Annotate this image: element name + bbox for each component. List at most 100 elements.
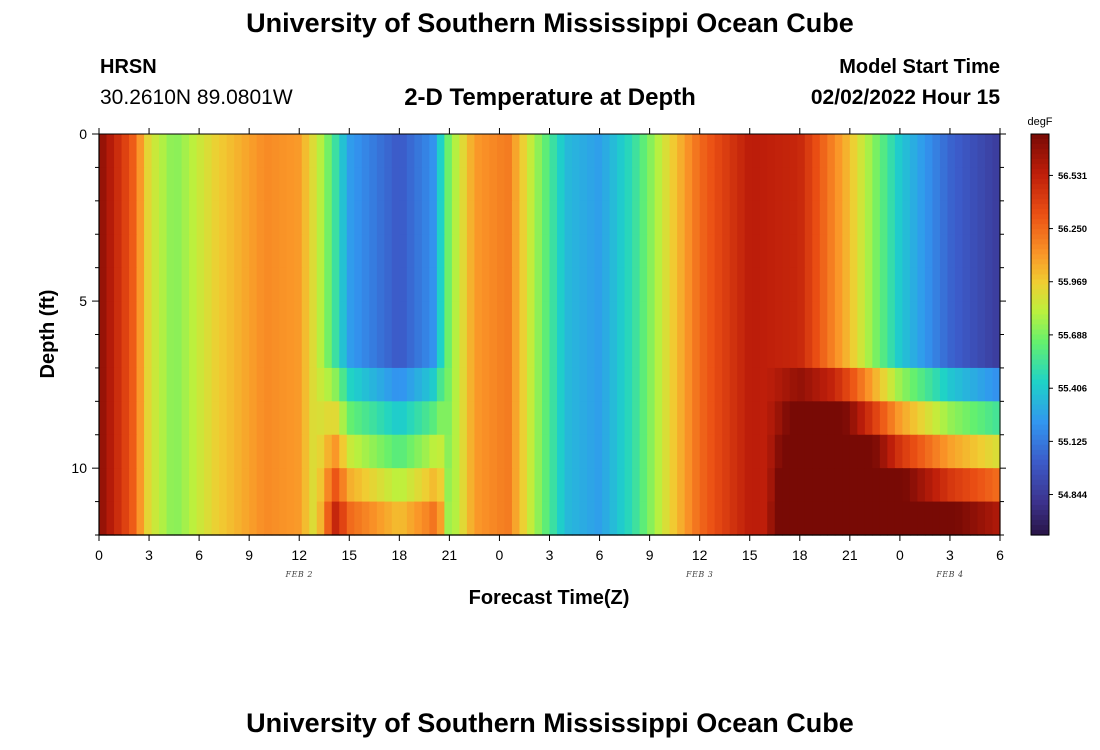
heatmap-cell [692,434,701,469]
heatmap-cell [519,468,528,503]
heatmap-cell [632,267,641,302]
heatmap-cell [361,301,370,336]
heatmap-cell [331,301,340,336]
heatmap-cell [256,267,265,302]
heatmap-cell [114,501,123,536]
heatmap-cell [759,434,768,469]
heatmap-cell [481,167,491,202]
heatmap-cell [519,301,528,336]
heatmap-cell [241,167,250,202]
heatmap-cell [174,367,183,402]
heatmap-cell [654,334,663,369]
heatmap-cell [136,234,145,269]
heatmap-cell [444,134,453,169]
heatmap-cell [699,301,708,336]
heatmap-cell [526,501,536,536]
heatmap-cell [436,334,445,369]
heatmap-cell [639,434,648,469]
heatmap-cell [669,434,678,469]
heatmap-cells [98,133,1001,536]
heatmap-cell [481,301,491,336]
heatmap-cell [504,167,513,202]
heatmap-cell [639,234,648,269]
heatmap-cell [677,167,686,202]
colorbar-segment [1031,229,1049,235]
heatmap-cell [947,134,956,169]
heatmap-cell [316,200,325,235]
heatmap-cell [181,234,190,269]
x-tick-label: 12 [692,547,708,563]
heatmap-cell [632,401,641,436]
heatmap-cell [376,301,385,336]
heatmap-cell [549,234,558,269]
heatmap-cell [879,468,888,503]
heatmap-cell [947,267,956,302]
heatmap-cell [902,367,911,402]
heatmap-cell [354,167,363,202]
heatmap-cell [346,134,355,169]
colorbar-segment [1031,294,1049,301]
heatmap-cell [174,267,183,302]
heatmap-cell [451,200,460,235]
heatmap-cell [211,468,220,503]
heatmap-cell [256,401,265,436]
heatmap-cell [804,334,813,369]
heatmap-cell [436,401,445,436]
heatmap-cell [602,134,611,169]
heatmap-cell [106,134,115,169]
heatmap-cell [279,200,288,235]
heatmap-cell [909,334,919,369]
heatmap-cell [602,401,611,436]
heatmap-cell [812,134,821,169]
heatmap-cell [429,468,438,503]
heatmap-cell [767,334,776,369]
heatmap-cell [324,134,333,169]
heatmap-cell [864,234,873,269]
heatmap-cell [887,267,896,302]
heatmap-cell [459,200,468,235]
heatmap-cell [887,134,896,169]
heatmap-cell [316,234,325,269]
heatmap-cell [879,434,888,469]
heatmap-cell [804,401,813,436]
heatmap-cell [774,401,783,436]
heatmap-cell [234,501,243,536]
heatmap-cell [639,367,648,402]
heatmap-cell [737,234,746,269]
heatmap-cell [669,501,678,536]
colorbar-segment [1031,489,1049,496]
heatmap-cell [496,468,506,503]
heatmap-cell [699,367,708,402]
heatmap-cell [654,434,663,469]
heatmap-cell [354,367,363,402]
heatmap-cell [759,401,768,436]
heatmap-cell [331,267,340,302]
heatmap-cell [444,167,453,202]
heatmap-cell [594,301,603,336]
x-tick-label: 0 [95,547,103,563]
heatmap-cell [496,234,506,269]
heatmap-cell [466,301,476,336]
y-tick-label: 10 [71,460,87,476]
heatmap-cell [331,134,340,169]
heatmap-cell [804,234,813,269]
colorbar-segment [1031,244,1049,250]
heatmap-cell [729,134,738,169]
heatmap-cell [759,167,768,202]
heatmap-cell [519,434,528,469]
heatmap-cell [699,267,708,302]
heatmap-cell [474,267,483,302]
heatmap-cell [189,334,198,369]
heatmap-cell [144,134,153,169]
heatmap-cell [339,134,348,169]
heatmap-cell [301,401,310,436]
heatmap-cell [496,301,506,336]
heatmap-cell [181,200,190,235]
heatmap-cell [594,234,603,269]
heatmap-cell [924,234,934,269]
heatmap-cell [489,334,498,369]
heatmap-cell [984,167,994,202]
heatmap-cell [421,167,430,202]
heatmap-cell [849,134,858,169]
heatmap-cell [421,468,430,503]
